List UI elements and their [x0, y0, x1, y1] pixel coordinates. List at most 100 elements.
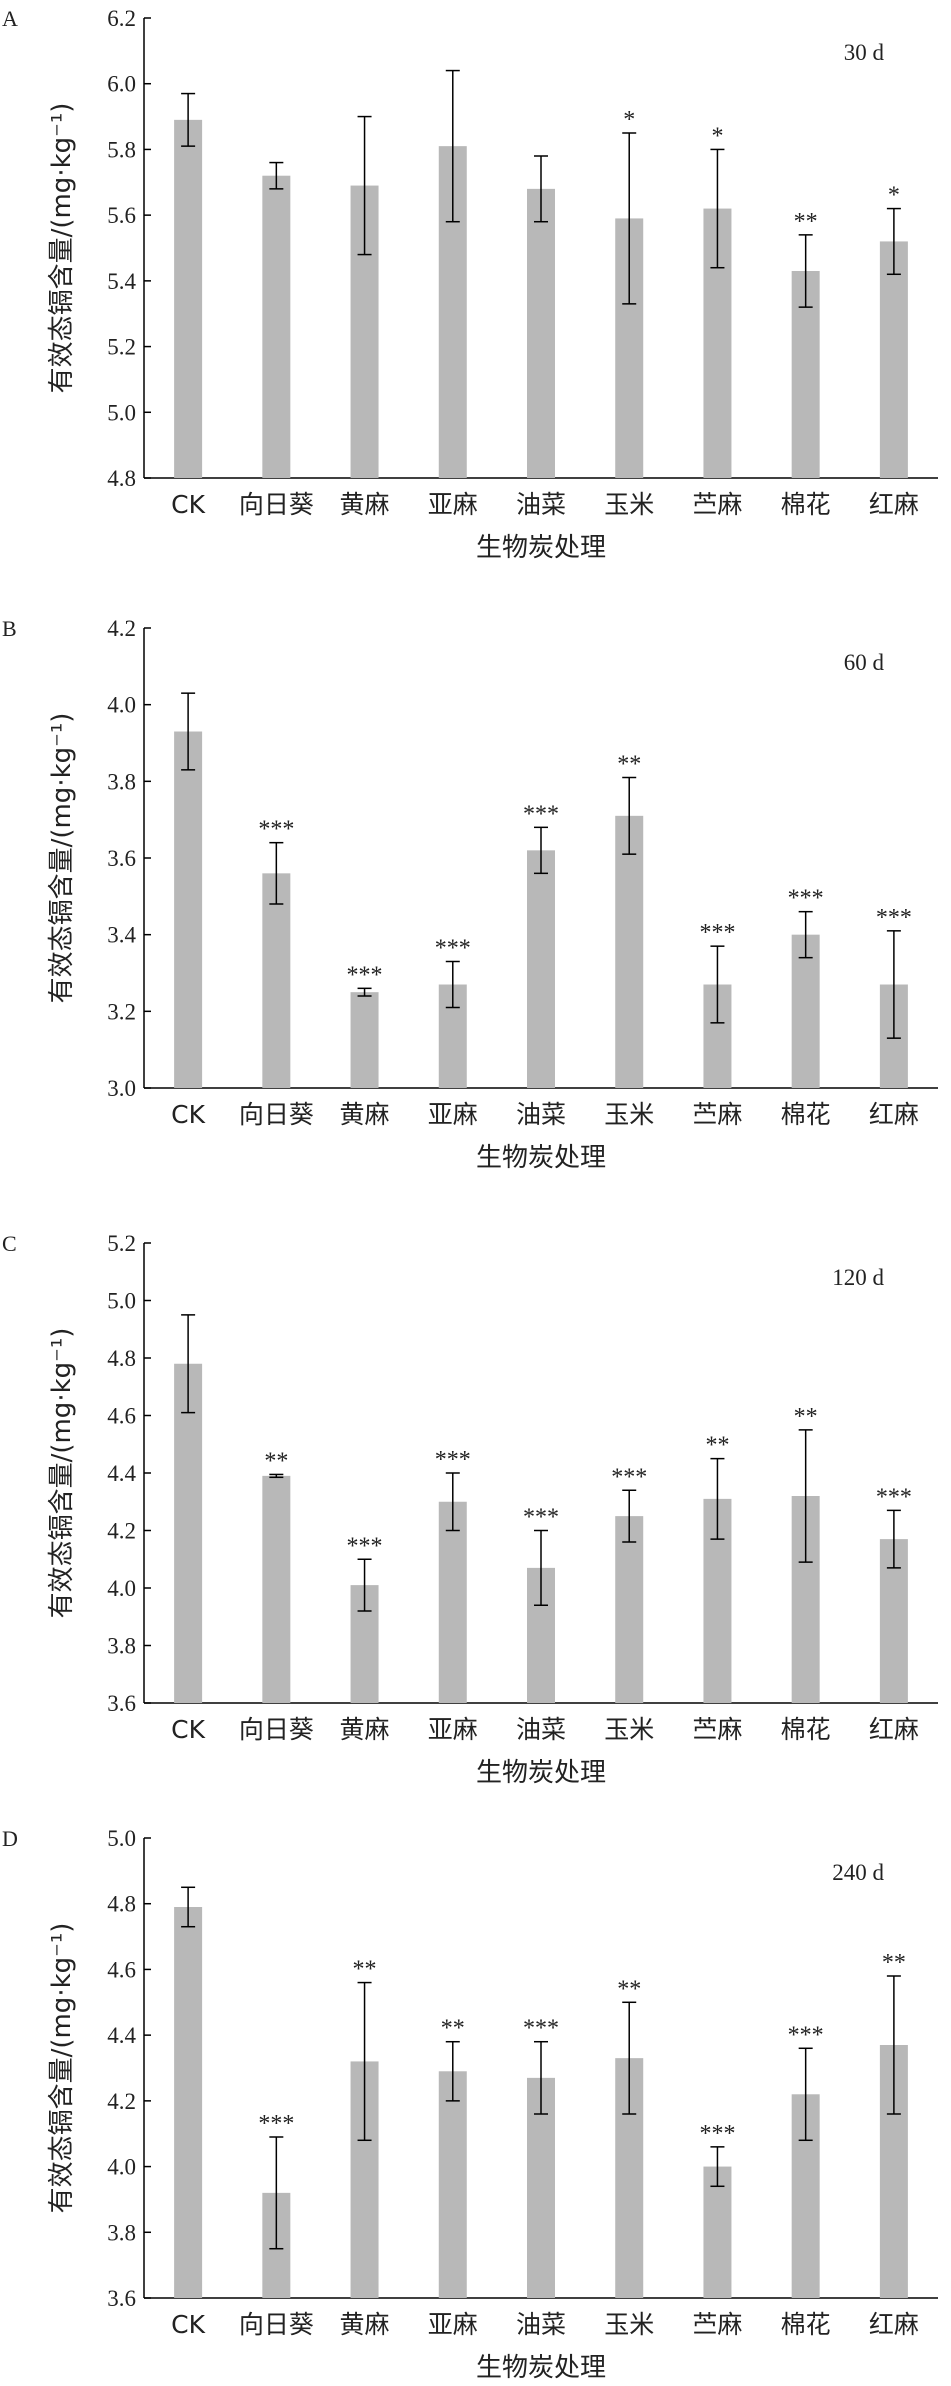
y-tick-label: 3.6 [107, 846, 136, 871]
bar-0 [174, 119, 203, 478]
x-axis-title: 生物炭处理 [476, 1143, 606, 1173]
y-tick-label: 5.4 [107, 269, 136, 294]
y-tick-label: 3.0 [107, 1076, 136, 1101]
significance-mark: *** [788, 886, 824, 912]
y-tick-label: 4.8 [107, 466, 136, 491]
x-tick-label: 黄麻 [340, 490, 390, 519]
significance-mark: * [623, 107, 635, 133]
x-axis-title: 生物炭处理 [476, 1758, 606, 1788]
x-tick-label: 棉花 [781, 1100, 831, 1129]
x-tick-label: 向日葵 [239, 1100, 314, 1129]
x-tick-label: 油菜 [516, 1715, 566, 1744]
y-tick-label: 4.0 [107, 2155, 136, 2180]
x-tick-label: 玉米 [604, 490, 654, 519]
x-axis-title: 生物炭处理 [476, 533, 606, 563]
x-tick-label: 红麻 [869, 1715, 919, 1744]
y-tick-label: 4.0 [107, 1576, 136, 1601]
chart-panel-b: B 3.0 3.2 3.4 3.6 3.8 4.0 4.2 有效态镉含量/(mg·kg⁻¹) 60… [2, 616, 938, 1173]
x-tick-label: 红麻 [869, 1100, 919, 1129]
y-tick-label: 4.2 [107, 616, 136, 641]
significance-mark: *** [435, 1447, 471, 1473]
x-tick-label: 苎麻 [692, 2310, 742, 2339]
y-axis-title: 有效态镉含量/(mg·kg⁻¹) [47, 713, 77, 1004]
x-tick-label: 黄麻 [340, 1100, 390, 1129]
significance-mark: *** [788, 2022, 824, 2048]
x-tick-label: CK [171, 490, 205, 519]
bar-0 [174, 1363, 203, 1703]
significance-mark: *** [435, 936, 471, 962]
x-tick-label: 油菜 [516, 2310, 566, 2339]
panel-label: D [2, 1826, 18, 1851]
y-tick-label: 6.0 [107, 72, 136, 97]
bar-3 [438, 2071, 467, 2298]
y-tick-label: 3.8 [107, 2220, 136, 2245]
x-tick-label: CK [171, 1100, 205, 1129]
period-label: 60 d [844, 650, 885, 675]
x-tick-label: CK [171, 1715, 205, 1744]
bar-5 [615, 1516, 644, 1703]
significance-mark: ** [882, 1950, 906, 1976]
chart-panel-c: C 3.6 3.8 4.0 4.2 4.4 4.6 4.8 5.0 5.2 有效态镉含量/(mg·k… [2, 1231, 938, 1788]
x-tick-label: 玉米 [604, 1100, 654, 1129]
y-tick-label: 3.8 [107, 769, 136, 794]
significance-mark: *** [876, 1484, 912, 1510]
panel-label: A [2, 6, 18, 31]
chart-panel-d: D 3.6 3.8 4.0 4.2 4.4 4.6 4.8 5.0 有效态镉含量/(mg·kg⁻¹… [2, 1826, 938, 2383]
x-tick-label: 向日葵 [239, 2310, 314, 2339]
significance-mark: *** [347, 962, 383, 988]
x-tick-label: 亚麻 [428, 1100, 478, 1129]
x-tick-label: 玉米 [604, 2310, 654, 2339]
y-tick-label: 5.0 [107, 1289, 136, 1314]
x-tick-label: 红麻 [869, 490, 919, 519]
y-axis-title: 有效态镉含量/(mg·kg⁻¹) [47, 103, 77, 394]
x-tick-label: 亚麻 [428, 2310, 478, 2339]
x-tick-label: CK [171, 2310, 205, 2339]
x-tick-label: 油菜 [516, 1100, 566, 1129]
y-tick-label: 3.8 [107, 1634, 136, 1659]
x-tick-label: 棉花 [781, 2310, 831, 2339]
period-label: 30 d [844, 40, 885, 65]
x-tick-label: 亚麻 [428, 490, 478, 519]
y-tick-label: 4.4 [107, 2023, 136, 2048]
bar-8 [879, 241, 908, 478]
bar-7 [791, 934, 820, 1088]
x-tick-label: 油菜 [516, 490, 566, 519]
x-tick-label: 苎麻 [692, 1100, 742, 1129]
significance-mark: ** [794, 209, 818, 235]
period-label: 120 d [832, 1265, 884, 1290]
significance-mark: ** [441, 2016, 465, 2042]
y-tick-label: 5.0 [107, 400, 136, 425]
significance-mark: *** [699, 920, 735, 946]
y-tick-label: 5.8 [107, 137, 136, 162]
bar-1 [262, 175, 291, 478]
x-tick-label: 玉米 [604, 1715, 654, 1744]
y-tick-label: 6.2 [107, 6, 136, 31]
bar-4 [527, 188, 555, 478]
significance-mark: *** [258, 817, 294, 843]
x-tick-label: 向日葵 [239, 1715, 314, 1744]
significance-mark: *** [611, 1464, 647, 1490]
significance-mark: ** [353, 1957, 377, 1983]
significance-mark: *** [258, 2111, 294, 2137]
y-tick-label: 3.6 [107, 1691, 136, 1716]
bar-0 [174, 1907, 203, 2298]
y-tick-label: 4.6 [107, 1957, 136, 1982]
chart-panel-a: A 4.8 5.0 5.2 5.4 5.6 5.8 6.0 6.2 有效态镉含量/(mg·kg⁻¹… [2, 6, 938, 563]
bar-3 [438, 1501, 467, 1703]
significance-mark: ** [617, 1976, 641, 2002]
significance-mark: ** [617, 752, 641, 778]
panel-label: C [2, 1231, 17, 1256]
bar-1 [262, 873, 291, 1088]
significance-mark: *** [523, 801, 559, 827]
significance-mark: *** [523, 2016, 559, 2042]
significance-mark: ** [794, 1404, 818, 1430]
y-axis-title: 有效态镉含量/(mg·kg⁻¹) [47, 1923, 77, 2214]
y-tick-label: 3.6 [107, 2286, 136, 2311]
x-tick-label: 亚麻 [428, 1715, 478, 1744]
significance-mark: ** [705, 1433, 729, 1459]
y-tick-label: 4.8 [107, 1892, 136, 1917]
bar-0 [174, 731, 203, 1088]
x-tick-label: 红麻 [869, 2310, 919, 2339]
x-tick-label: 苎麻 [692, 1715, 742, 1744]
